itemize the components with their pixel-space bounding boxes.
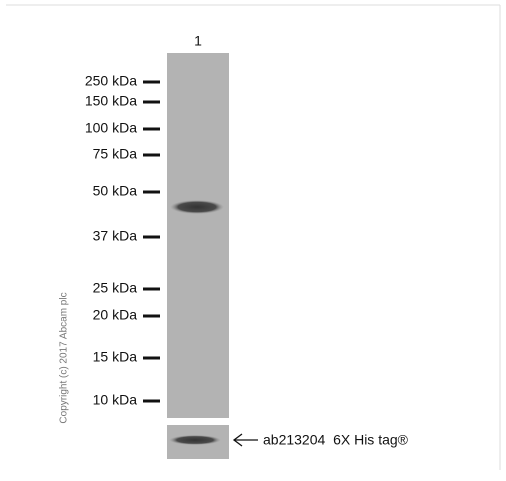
annotation: ab213204 6X His tag® xyxy=(263,432,409,448)
marker-label: 10 kDa xyxy=(93,392,138,408)
marker-label: 37 kDa xyxy=(93,228,138,244)
marker-label: 150 kDa xyxy=(85,93,137,109)
marker-label: 100 kDa xyxy=(85,120,137,136)
marker-label: 15 kDa xyxy=(93,349,138,365)
marker-label: 75 kDa xyxy=(93,146,138,162)
loading-control-band xyxy=(169,435,221,445)
copyright: Copyright (c) 2017 Abcam plc xyxy=(59,292,70,423)
protein-band xyxy=(170,200,224,214)
marker-label: 25 kDa xyxy=(93,280,138,296)
marker-label: 250 kDa xyxy=(85,73,137,89)
western-blot-figure: 1 250 kDa 150 kDa 100 kDa 75 kDa 50 kDa 37 kD… xyxy=(0,0,506,481)
lane-label: 1 xyxy=(194,33,202,49)
marker-label: 20 kDa xyxy=(93,307,138,323)
blot-membrane xyxy=(167,53,229,418)
background xyxy=(0,0,506,481)
marker-label: 50 kDa xyxy=(93,183,138,199)
